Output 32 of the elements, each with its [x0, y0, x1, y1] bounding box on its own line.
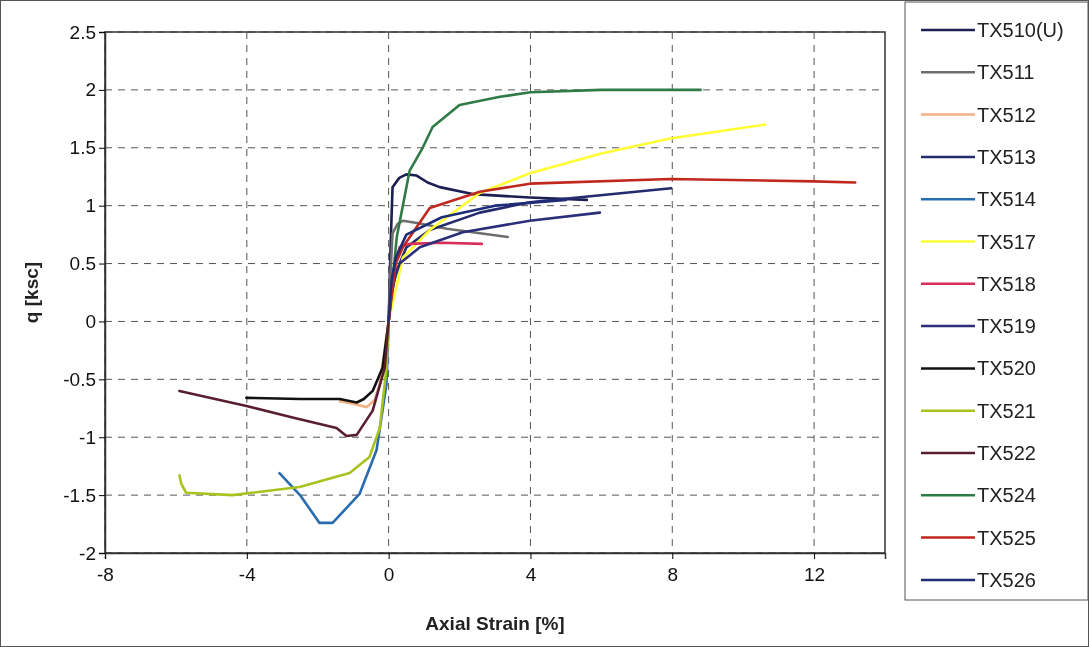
x-tick-label: 4 — [525, 564, 537, 585]
legend-label: TX522 — [977, 442, 1036, 464]
y-tick-label: -2 — [79, 542, 96, 564]
legend-label: TX526 — [977, 568, 1036, 591]
legend-label: TX525 — [977, 526, 1036, 549]
y-tick-label: -1.5 — [63, 484, 96, 506]
x-tick-label: -4 — [238, 564, 257, 585]
legend-label: TX510(U) — [977, 19, 1064, 41]
x-tick-label: -8 — [97, 564, 114, 585]
y-tick-label: 2 — [85, 79, 96, 101]
x-tick-label: 0 — [383, 564, 395, 585]
legend-label: TX513 — [977, 145, 1036, 168]
y-tick-label: -0.5 — [63, 368, 96, 390]
legend-label: TX518 — [977, 272, 1036, 295]
legend-label: TX517 — [977, 230, 1036, 253]
y-axis-title: q [ksc] — [21, 261, 42, 324]
legend-label: TX519 — [977, 315, 1036, 338]
y-tick-label: 1.5 — [69, 137, 96, 159]
legend-label: TX520 — [977, 357, 1036, 380]
y-tick-label: 2.5 — [69, 21, 96, 43]
legend-label: TX512 — [977, 103, 1036, 126]
legend-label: TX524 — [977, 484, 1036, 507]
legend-label: TX514 — [977, 188, 1036, 211]
y-tick-label: 0 — [85, 311, 96, 333]
y-tick-label: 1 — [85, 195, 96, 217]
x-axis-title: Axial Strain [%] — [425, 613, 565, 634]
legend-label: TX521 — [977, 399, 1036, 422]
y-tick-label: 0.5 — [69, 253, 96, 275]
x-tick-label: 12 — [804, 564, 826, 585]
legend-label: TX511 — [977, 61, 1035, 84]
x-tick-label: 8 — [667, 564, 679, 585]
y-tick-label: -1 — [79, 426, 96, 448]
